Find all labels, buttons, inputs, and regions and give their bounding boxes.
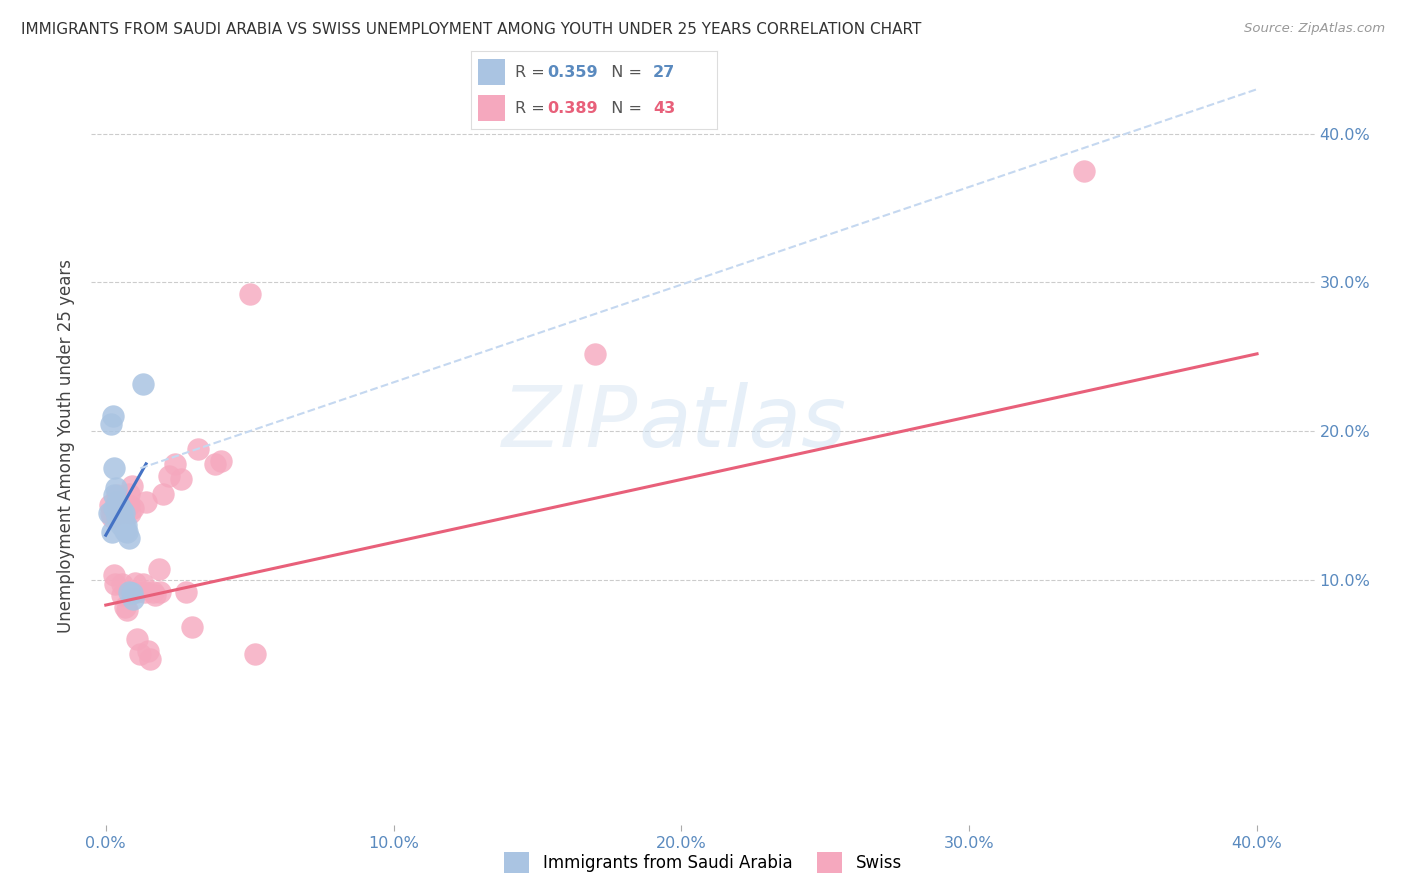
Point	[152, 486, 174, 500]
Legend: Immigrants from Saudi Arabia, Swiss: Immigrants from Saudi Arabia, Swiss	[498, 846, 908, 880]
Point	[112, 506, 135, 520]
Point	[118, 584, 141, 599]
Point	[104, 481, 127, 495]
Point	[118, 531, 141, 545]
Point	[131, 577, 153, 591]
Text: 43: 43	[652, 101, 675, 116]
Point	[149, 584, 172, 599]
Point	[122, 501, 145, 516]
Point	[105, 488, 128, 502]
Point	[135, 495, 157, 509]
Point	[245, 647, 267, 661]
Point	[105, 508, 128, 523]
Point	[125, 584, 148, 599]
Point	[134, 584, 156, 599]
Point	[122, 592, 145, 607]
Point	[105, 495, 128, 509]
Point	[120, 506, 142, 520]
Text: atlas: atlas	[638, 382, 846, 466]
Point	[118, 499, 141, 513]
Point	[129, 647, 152, 661]
Point	[583, 347, 606, 361]
Point	[98, 499, 121, 513]
Point	[114, 524, 136, 538]
Point	[110, 517, 132, 532]
Point	[176, 584, 198, 599]
Point	[118, 486, 141, 500]
Point	[157, 468, 180, 483]
Point	[104, 577, 127, 591]
Text: 0.389: 0.389	[547, 101, 598, 116]
Point	[100, 506, 122, 520]
Text: R =: R =	[516, 64, 550, 79]
Point	[101, 409, 124, 424]
Point	[100, 525, 122, 540]
Point	[111, 508, 134, 523]
Text: Source: ZipAtlas.com: Source: ZipAtlas.com	[1244, 22, 1385, 36]
Point	[127, 632, 149, 647]
Point	[121, 479, 143, 493]
Point	[139, 651, 162, 665]
Point	[110, 503, 132, 517]
Point	[100, 417, 122, 431]
Point	[114, 599, 136, 614]
Point	[107, 499, 129, 513]
Point	[136, 644, 159, 658]
Point	[107, 499, 129, 513]
Point	[148, 562, 170, 576]
Point	[163, 457, 186, 471]
Point	[121, 586, 143, 600]
Point	[108, 513, 131, 527]
Point	[239, 287, 262, 301]
Point	[169, 472, 191, 486]
Text: N =: N =	[602, 101, 648, 116]
FancyBboxPatch shape	[478, 59, 506, 86]
Point	[115, 602, 138, 616]
Point	[111, 577, 134, 591]
Text: ZIP: ZIP	[502, 382, 638, 466]
Y-axis label: Unemployment Among Youth under 25 years: Unemployment Among Youth under 25 years	[58, 259, 76, 633]
Point	[143, 588, 166, 602]
Point	[142, 584, 165, 599]
Text: 27: 27	[652, 64, 675, 79]
Point	[103, 501, 125, 516]
Point	[1073, 164, 1095, 178]
Point	[103, 461, 125, 475]
Text: N =: N =	[602, 64, 648, 79]
Point	[103, 488, 125, 502]
Text: 0.359: 0.359	[547, 64, 598, 79]
FancyBboxPatch shape	[478, 95, 506, 121]
Point	[117, 525, 139, 540]
Text: IMMIGRANTS FROM SAUDI ARABIA VS SWISS UNEMPLOYMENT AMONG YOUTH UNDER 25 YEARS CO: IMMIGRANTS FROM SAUDI ARABIA VS SWISS UN…	[21, 22, 921, 37]
Point	[115, 517, 138, 532]
Point	[110, 588, 132, 602]
Point	[108, 506, 131, 520]
Point	[97, 506, 120, 520]
Point	[204, 457, 226, 471]
Point	[112, 513, 135, 527]
Point	[108, 506, 131, 520]
Point	[103, 568, 125, 582]
Point	[187, 442, 209, 456]
Point	[114, 516, 136, 531]
Point	[132, 376, 155, 391]
Text: R =: R =	[516, 101, 550, 116]
Point	[181, 620, 204, 634]
Point	[124, 575, 146, 590]
Point	[209, 454, 232, 468]
Point	[101, 510, 124, 524]
